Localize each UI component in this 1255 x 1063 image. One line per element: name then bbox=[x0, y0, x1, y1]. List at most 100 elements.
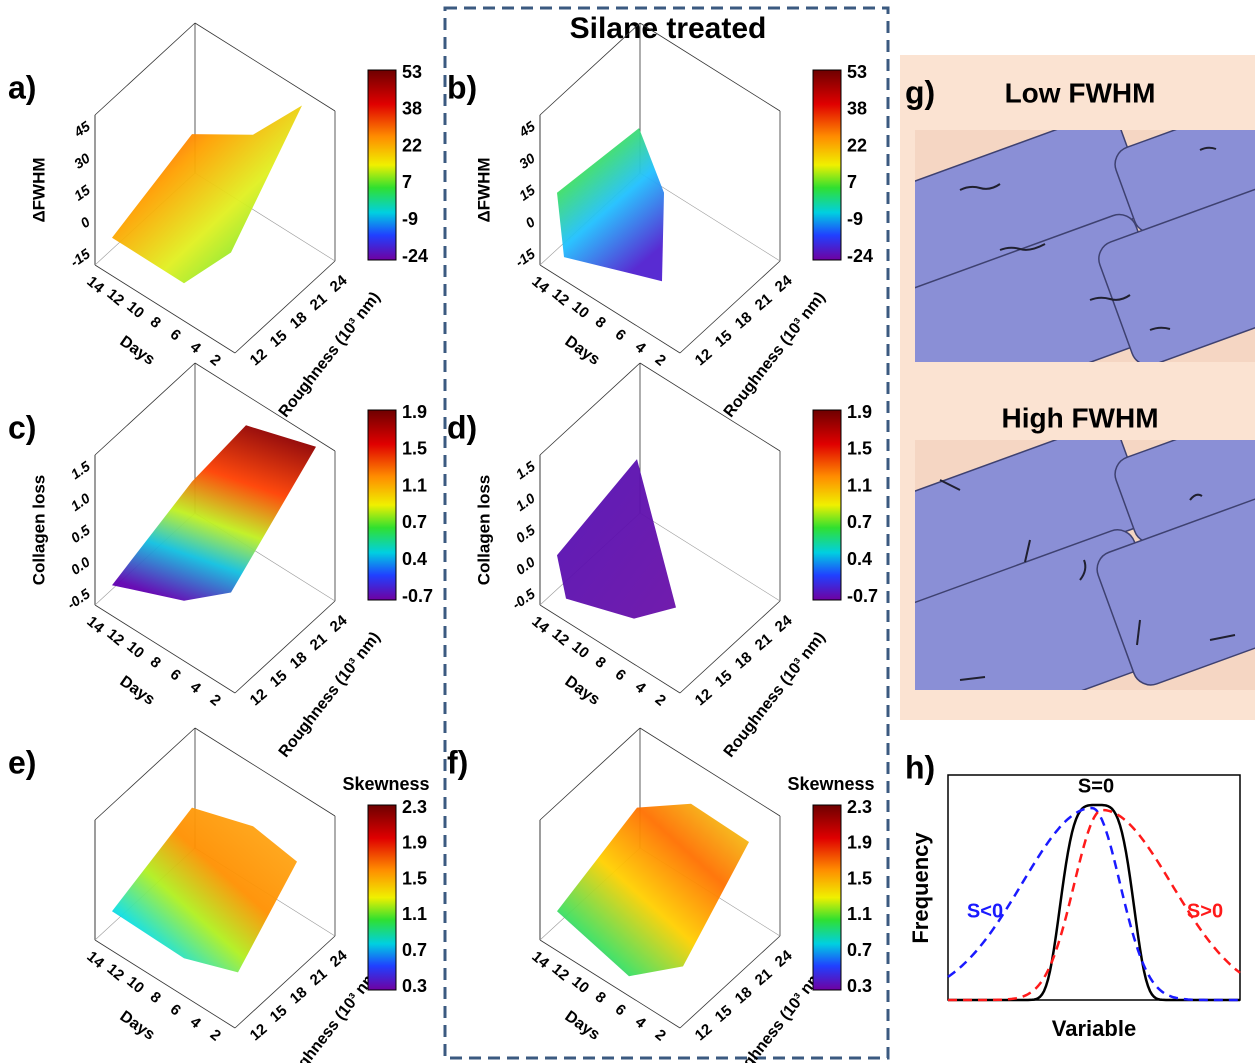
surface bbox=[557, 459, 676, 618]
days-tick-label: 2 bbox=[207, 1026, 224, 1044]
z-axis-title: Collagen loss bbox=[474, 475, 493, 586]
colorbar-tick-label: 7 bbox=[402, 172, 412, 192]
colorbar-tick-label: 1.9 bbox=[402, 402, 427, 422]
colorbar-tick-label: -9 bbox=[847, 209, 863, 229]
z-tick-label: 45 bbox=[70, 118, 93, 141]
days-tick-label: 14 bbox=[528, 273, 552, 297]
days-tick-label: 6 bbox=[167, 326, 184, 344]
days-tick-label: 8 bbox=[592, 988, 609, 1006]
days-tick-label: 8 bbox=[147, 988, 164, 1006]
days-tick-label: 4 bbox=[187, 679, 205, 698]
z-tick-label: 0 bbox=[522, 213, 538, 231]
days-tick-label: 10 bbox=[568, 298, 592, 322]
colorbar-tick-label: 2.3 bbox=[847, 797, 872, 817]
days-tick-label: 8 bbox=[147, 313, 164, 331]
colorbar bbox=[368, 410, 396, 600]
surface bbox=[112, 425, 316, 600]
colorbar-tick-label: -24 bbox=[402, 246, 428, 266]
panel-label: e) bbox=[8, 744, 36, 780]
z-axis-title: ΔFWHM bbox=[474, 157, 493, 222]
roughness-tick-label: 12 bbox=[692, 1021, 716, 1045]
days-tick-label: 14 bbox=[83, 273, 107, 297]
days-tick-label: 12 bbox=[103, 961, 127, 985]
roughness-tick-label: 12 bbox=[692, 686, 716, 710]
colorbar-tick-label: 22 bbox=[402, 135, 422, 155]
days-tick-label: 14 bbox=[83, 948, 107, 972]
axis-line bbox=[95, 23, 195, 115]
days-tick-label: 6 bbox=[167, 1001, 184, 1019]
colorbar-tick-label: 38 bbox=[847, 99, 867, 119]
roughness-tick-label: 18 bbox=[732, 309, 756, 333]
days-tick-label: 14 bbox=[528, 948, 552, 972]
z-tick-label: 15 bbox=[516, 182, 538, 204]
z-tick-label: 30 bbox=[516, 150, 538, 172]
colorbar-tick-label: -24 bbox=[847, 246, 873, 266]
colorbar-tick-label: 0.4 bbox=[402, 549, 427, 569]
days-axis-title: Days bbox=[562, 673, 603, 709]
roughness-tick-label: 24 bbox=[327, 611, 351, 635]
colorbar-tick-label: 22 bbox=[847, 135, 867, 155]
days-axis-title: Days bbox=[117, 1008, 158, 1044]
curve-label: S=0 bbox=[1078, 775, 1114, 797]
roughness-tick-label: 18 bbox=[287, 984, 311, 1008]
colorbar-tick-label: 38 bbox=[402, 99, 422, 119]
days-tick-label: 4 bbox=[187, 1014, 205, 1033]
roughness-tick-label: 15 bbox=[267, 1002, 291, 1026]
colorbar bbox=[368, 805, 396, 990]
colorbar-tick-label: 0.7 bbox=[402, 512, 427, 532]
days-tick-label: 8 bbox=[592, 313, 609, 331]
surface bbox=[112, 808, 297, 973]
z-tick-label: -0.5 bbox=[64, 585, 93, 612]
days-tick-label: 2 bbox=[207, 691, 224, 709]
colorbar-tick-label: 2.3 bbox=[402, 797, 427, 817]
colorbar-tick-label: 0.3 bbox=[402, 976, 427, 996]
days-tick-label: 12 bbox=[548, 961, 572, 985]
roughness-axis-title: Roughness (10³ nm) bbox=[721, 289, 829, 421]
z-axis-title: ΔFWHM bbox=[29, 157, 48, 222]
roughness-tick-label: 18 bbox=[287, 649, 311, 673]
roughness-tick-label: 12 bbox=[247, 346, 271, 370]
roughness-tick-label: 12 bbox=[247, 686, 271, 710]
roughness-tick-label: 21 bbox=[752, 965, 776, 989]
days-tick-label: 6 bbox=[167, 666, 184, 684]
colorbar bbox=[813, 805, 841, 990]
roughness-tick-label: 15 bbox=[712, 1002, 736, 1026]
z-tick-label: -15 bbox=[512, 245, 538, 270]
days-tick-label: 10 bbox=[123, 298, 147, 322]
days-tick-label: 2 bbox=[652, 351, 669, 369]
roughness-tick-label: 24 bbox=[772, 271, 796, 295]
days-tick-label: 2 bbox=[652, 1026, 669, 1044]
colorbar-tick-label: 7 bbox=[847, 172, 857, 192]
days-tick-label: 14 bbox=[528, 613, 552, 637]
axis-line bbox=[95, 728, 195, 820]
axis-line bbox=[540, 728, 640, 820]
colorbar-tick-label: 1.1 bbox=[402, 475, 427, 495]
roughness-tick-label: 15 bbox=[712, 667, 736, 691]
colorbar-title: Skewness bbox=[342, 774, 429, 794]
days-tick-label: 12 bbox=[548, 626, 572, 650]
colorbar-tick-label: -0.7 bbox=[847, 586, 878, 606]
z-tick-label: 1.0 bbox=[513, 490, 538, 514]
colorbar-tick-label: 53 bbox=[402, 62, 422, 82]
z-tick-label: -15 bbox=[67, 245, 93, 270]
roughness-tick-label: 18 bbox=[732, 984, 756, 1008]
colorbar-tick-label: 1.9 bbox=[847, 833, 872, 853]
days-tick-label: 4 bbox=[632, 1014, 650, 1033]
days-tick-label: 10 bbox=[568, 973, 592, 997]
surface bbox=[557, 128, 664, 281]
days-tick-label: 2 bbox=[652, 691, 669, 709]
z-tick-label: 0 bbox=[77, 213, 93, 231]
axis-line bbox=[195, 23, 335, 111]
colorbar-tick-label: 1.1 bbox=[847, 904, 872, 924]
roughness-tick-label: 21 bbox=[307, 630, 331, 654]
z-tick-label: 0.0 bbox=[513, 553, 538, 577]
z-tick-label: 1.5 bbox=[513, 458, 538, 482]
z-tick-label: 45 bbox=[515, 118, 538, 141]
roughness-tick-label: 15 bbox=[267, 667, 291, 691]
days-tick-label: 10 bbox=[123, 638, 147, 662]
z-tick-label: -0.5 bbox=[509, 585, 538, 612]
days-axis-title: Days bbox=[562, 333, 603, 369]
panel-label: g) bbox=[905, 74, 935, 110]
z-tick-label: 30 bbox=[71, 150, 93, 172]
roughness-axis-title: Roughness (10³ nm) bbox=[276, 289, 384, 421]
